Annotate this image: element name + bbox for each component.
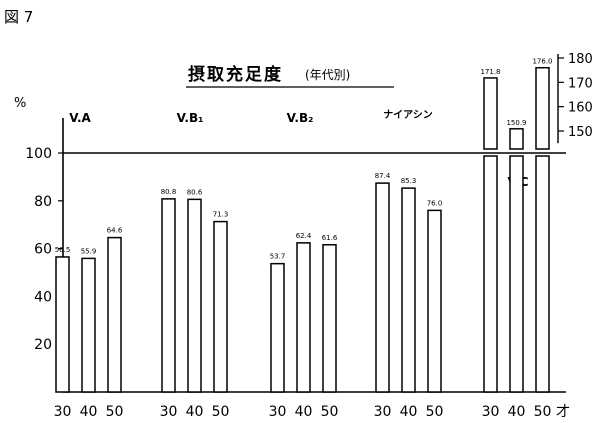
y-tick-label: 80 (34, 194, 52, 210)
x-tick-label: 50 (106, 404, 124, 420)
chart-subtitle: (年代別) (305, 68, 350, 82)
bar-value-label: 56.5 (55, 246, 71, 254)
bar (401, 187, 416, 393)
secondary-tick-label: 170 (568, 76, 593, 91)
x-tick-label: 50 (426, 404, 444, 420)
x-tick-label: 50 (534, 404, 552, 420)
x-tick-label: 40 (80, 404, 98, 420)
bar-value-label: 61.6 (322, 234, 338, 242)
bar-value-label: 62.4 (296, 232, 312, 240)
x-tick-label: 40 (186, 404, 204, 420)
bar (427, 209, 442, 393)
x-tick-label: 30 (269, 404, 287, 420)
bar-value-label: 80.8 (161, 188, 177, 196)
bar (535, 155, 550, 393)
bar-value-label: 76.0 (427, 199, 443, 207)
x-tick-label: 50 (321, 404, 339, 420)
bar-value-label: 55.9 (81, 247, 97, 255)
y-tick-label: 20 (34, 337, 52, 353)
bar-value-label: 87.4 (375, 172, 391, 180)
y-axis-label: % (14, 96, 26, 111)
bar (509, 155, 524, 393)
bar (213, 220, 228, 393)
bar-value-label: 64.6 (107, 227, 123, 235)
chart-title: 摂取充足度 (188, 64, 283, 85)
x-axis-unit-label: 才 (556, 404, 570, 420)
bar (55, 256, 70, 393)
bar-value-label: 71.3 (213, 211, 229, 219)
x-tick-label: 40 (508, 404, 526, 420)
y-tick-label: 40 (34, 289, 52, 305)
bar (81, 257, 96, 393)
bar (270, 262, 285, 393)
secondary-tick-label: 180 (568, 52, 593, 67)
bar (187, 198, 202, 393)
x-tick-label: 50 (212, 404, 230, 420)
group-label: V.B₂ (287, 111, 314, 125)
bar (483, 155, 498, 393)
x-tick-label: 30 (374, 404, 392, 420)
bar-value-label: 85.3 (401, 177, 417, 185)
secondary-tick-label: 150 (568, 125, 593, 140)
bar (107, 236, 122, 393)
bar (375, 182, 390, 393)
bar-value-label: 80.6 (187, 188, 203, 196)
bar-upper-segment (483, 77, 498, 150)
bar-value-label: 176.0 (532, 58, 552, 66)
y-tick-label: 60 (34, 242, 52, 258)
figure-label: 図 7 (4, 8, 34, 26)
group-label: ナイアシン (383, 109, 433, 121)
x-tick-label: 30 (160, 404, 178, 420)
secondary-tick-label: 160 (568, 101, 593, 116)
group-label: V.B₁ (177, 111, 204, 125)
bar-upper-segment (509, 128, 524, 150)
bar (161, 198, 176, 393)
x-tick-label: 40 (400, 404, 418, 420)
bar-upper-segment (535, 66, 550, 150)
bar-value-label: 53.7 (270, 253, 286, 261)
x-tick-label: 30 (482, 404, 500, 420)
bar (296, 242, 311, 393)
x-tick-label: 40 (295, 404, 313, 420)
x-tick-label: 30 (54, 404, 72, 420)
bar-value-label: 171.8 (480, 68, 500, 76)
bar (322, 244, 337, 393)
group-label: V.A (69, 111, 91, 125)
y-tick-label: 100 (25, 146, 52, 162)
bar-value-label: 150.9 (506, 119, 526, 127)
